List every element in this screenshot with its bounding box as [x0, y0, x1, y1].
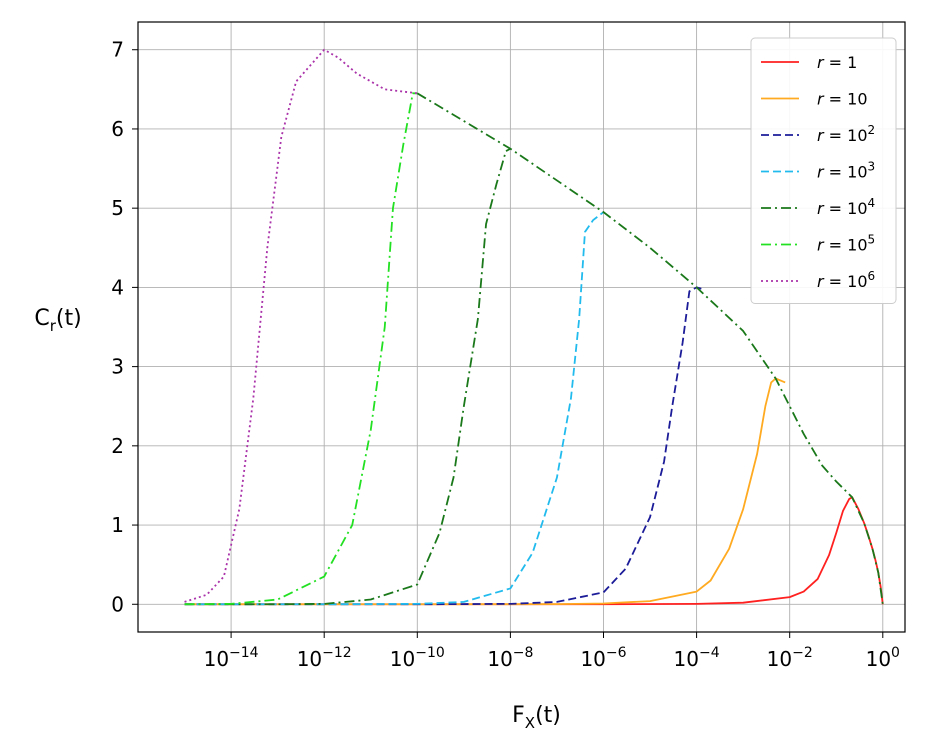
plot-frame [137, 21, 906, 633]
x-tick-label: 10−6 [580, 645, 626, 671]
y-tick-label: 0 [111, 592, 124, 616]
x-tick-label: 10−4 [674, 645, 720, 671]
series-line-3 [184, 211, 605, 606]
series-line-6 [184, 48, 418, 603]
x-axis-ticks: 10−14 10−12 10−10 10−8 10−6 10−4 10−2 100 [204, 632, 900, 671]
legend-box [750, 37, 897, 304]
x-tick-label: 10−10 [390, 645, 445, 671]
x-tick-label: 10−8 [487, 645, 533, 671]
x-tick-label: 10−2 [767, 645, 813, 671]
series-line-4 [184, 147, 511, 606]
y-axis-ticks: 0 1 2 3 4 5 6 7 [111, 38, 138, 616]
series-line-5 [184, 92, 418, 606]
y-tick-label: 1 [111, 513, 124, 537]
x-tick-label: 100 [866, 645, 900, 671]
y-tick-label: 2 [111, 434, 124, 458]
legend-entry-label: r = 103 [817, 160, 875, 182]
x-tick-label: 10−14 [204, 645, 259, 671]
y-tick-label: 5 [111, 196, 124, 220]
legend-entry-label: r = 10 [817, 90, 868, 109]
legend-entry-label: r = 104 [817, 196, 875, 218]
legend-entry-label: r = 105 [817, 233, 875, 255]
legend-entry-label: r = 102 [817, 123, 875, 145]
legend: r = 1 r = 10 r = 102 r = 103 r = 104 r = 105 r… [750, 37, 897, 304]
y-tick-label: 7 [111, 38, 124, 62]
y-tick-label: 3 [111, 355, 124, 379]
plot-series [184, 48, 884, 606]
y-axis-label: Cr(t) [34, 306, 81, 335]
y-tick-label: 4 [111, 275, 124, 299]
x-axis-label: FX(t) [512, 703, 561, 732]
x-tick-label: 10−12 [297, 645, 352, 671]
series-line-1 [184, 377, 786, 606]
series-line-2 [184, 286, 703, 606]
legend-entry-label: r = 106 [817, 269, 875, 291]
y-tick-label: 6 [111, 117, 124, 141]
series-line-envelope [416, 92, 884, 605]
legend-entry-label: r = 1 [817, 53, 857, 72]
